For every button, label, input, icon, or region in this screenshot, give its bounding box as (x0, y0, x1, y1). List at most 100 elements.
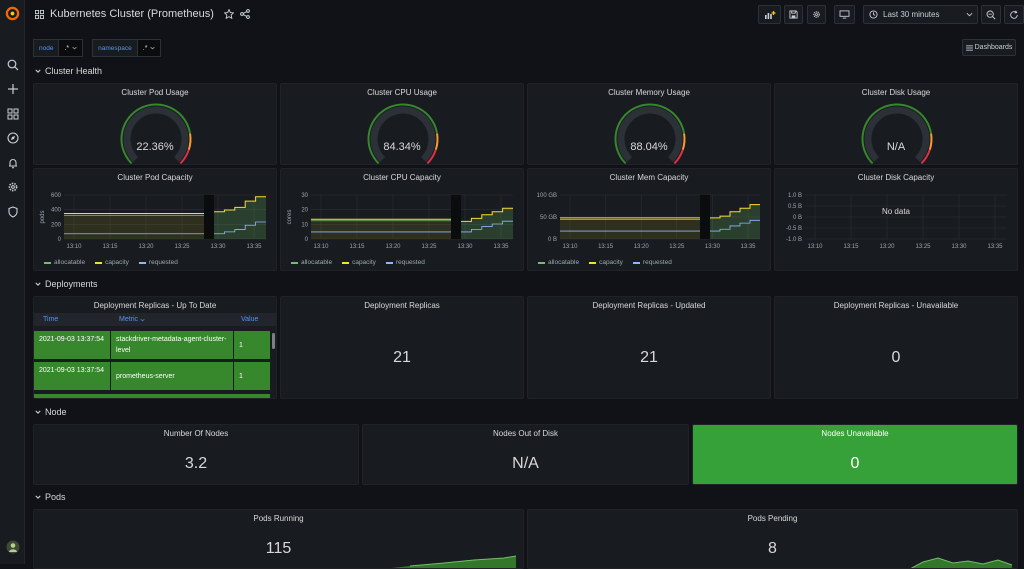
gauge-threshold-orange (928, 133, 933, 150)
no-data-label: No data (881, 207, 911, 216)
panel-cluster-cpu-capacity[interactable]: Cluster CPU Capacity 30 20 10 0 13:10 13:15 13… (280, 168, 524, 271)
y-tick-label: 0 (58, 237, 62, 243)
panel-cluster-disk-capacity[interactable]: Cluster Disk Capacity 1.0 B 0.5 B 0 B -0.5 … (774, 168, 1018, 271)
gauge-threshold-green (861, 103, 933, 164)
refresh-button[interactable] (1004, 5, 1024, 24)
gauge-threshold-red (673, 149, 684, 164)
x-tick-label: 13:25 (421, 244, 437, 250)
panel-deployment-replicas-unavailable[interactable]: Deployment Replicas - Unavailable 0 (774, 296, 1018, 399)
x-tick-label: 13:20 (879, 244, 895, 250)
panel-cluster-pod-capacity[interactable]: Cluster Pod Capacity 600 400 200 0 13:10 13:1… (33, 168, 277, 271)
legend-item-capacity[interactable]: capacity (95, 259, 129, 266)
cell-metric: prometheus-server (111, 362, 233, 390)
page-title[interactable]: Kubernetes Cluster (Prometheus) (50, 8, 214, 20)
panel-cluster-memory-usage[interactable]: Cluster Memory Usage 88.04% (527, 83, 771, 165)
panel-pods-pending[interactable]: Pods Pending 8 (527, 509, 1018, 569)
time-picker-button[interactable]: Last 30 minutes (863, 5, 978, 24)
share-icon[interactable] (239, 9, 250, 19)
cycle-view-mode-button[interactable] (834, 5, 855, 24)
x-tick-label: 13:25 (174, 244, 190, 250)
chart-legend: allocatable capacity requested (44, 259, 178, 266)
panel-cluster-cpu-usage[interactable]: Cluster CPU Usage 84.34% (280, 83, 524, 165)
plus-icon[interactable] (3, 79, 22, 98)
search-icon[interactable] (3, 55, 22, 74)
zoom-out-button[interactable] (981, 5, 1001, 24)
clock-icon (869, 10, 878, 19)
table-row[interactable]: 2021-09-03 13:37:54 stackdriver-metadata… (34, 331, 270, 360)
series-capacity-area (311, 219, 451, 239)
x-tick-label: 13:35 (246, 244, 262, 250)
save-icon (789, 10, 798, 19)
panel-cluster-disk-usage[interactable]: Cluster Disk Usage N/A (774, 83, 1018, 165)
gauge-disk-usage (861, 103, 933, 164)
panel-nodes-out-of-disk[interactable]: Nodes Out of Disk N/A (362, 424, 689, 485)
dashboards-grid-icon[interactable] (3, 104, 22, 123)
gauge-pod-usage (120, 103, 192, 164)
gauge-threshold-green (614, 103, 686, 164)
bell-icon[interactable] (3, 153, 22, 172)
panel-number-of-nodes[interactable]: Number Of Nodes 3.2 (33, 424, 359, 485)
row-title-label: Node (45, 407, 67, 417)
series-allocatable-area (710, 204, 760, 239)
variable-namespace-select[interactable]: .* (137, 39, 162, 57)
y-tick-label: 10 (301, 222, 308, 228)
shield-icon[interactable] (3, 202, 22, 221)
chevron-down-icon (150, 46, 156, 50)
column-header-time[interactable]: Time (43, 316, 59, 323)
gauge-fill (370, 106, 436, 162)
series-requested-line (710, 219, 760, 232)
table-row[interactable]: 2021-09-03 13:37:54 prometheus-server 1 (34, 362, 270, 391)
y-tick-label: 30 (301, 193, 308, 199)
legend-item-requested[interactable]: requested (632, 259, 672, 266)
chevron-down-icon (35, 410, 41, 414)
x-tick-label: 13:35 (740, 244, 756, 250)
panel-deployment-replicas-up-to-date[interactable]: Deployment Replicas - Up To Date Time Me… (33, 296, 277, 399)
legend-item-allocatable[interactable]: allocatable (44, 259, 85, 266)
save-dashboard-button[interactable] (784, 5, 803, 24)
gauge-threshold-red (426, 149, 437, 164)
x-tick-label: 13:15 (349, 244, 365, 250)
panel-pods-running[interactable]: Pods Running 115 (33, 509, 524, 569)
legend-item-allocatable[interactable]: allocatable (291, 259, 332, 266)
gear-icon[interactable] (3, 177, 22, 196)
dashboard-settings-button[interactable] (807, 5, 826, 24)
panel-deployment-replicas[interactable]: Deployment Replicas 21 (280, 296, 524, 399)
gauge-value: 22.36% (136, 141, 174, 153)
gauge-memory-usage (614, 103, 686, 164)
gauge-threshold-orange (187, 133, 192, 150)
column-header-value[interactable]: Value (241, 316, 259, 323)
panel-cluster-mem-capacity[interactable]: Cluster Mem Capacity 100 GB 50 GB 0 B 13:10… (527, 168, 771, 271)
row-deployments[interactable]: Deployments (35, 279, 98, 289)
dashboards-links-button[interactable]: Dashboards (962, 39, 1016, 56)
add-panel-button[interactable] (758, 5, 781, 24)
panel-nodes-unavailable[interactable]: Nodes Unavailable 0 (692, 424, 1018, 485)
legend-item-requested[interactable]: requested (385, 259, 425, 266)
row-node[interactable]: Node (35, 407, 67, 417)
chart-cpu-capacity: 30 20 10 0 13:10 13:15 13:20 13:25 13:30 13:35 cor… (287, 193, 513, 250)
series-capacity-line (461, 207, 513, 222)
column-header-metric[interactable]: Metric (119, 316, 145, 323)
gauge-threshold-green (120, 103, 192, 164)
stat-value: 115 (265, 540, 292, 557)
x-tick-label: 13:20 (385, 244, 401, 250)
legend-item-capacity[interactable]: capacity (589, 259, 623, 266)
table-scrollbar[interactable] (272, 333, 275, 349)
compass-icon[interactable] (3, 128, 22, 147)
sort-chevron-icon (140, 318, 145, 321)
avatar[interactable] (3, 537, 22, 556)
cell-value: 1 (234, 331, 270, 359)
star-icon[interactable] (223, 9, 234, 19)
gear-icon (813, 11, 820, 18)
panel-cluster-pod-usage[interactable]: Cluster Pod Usage 22.36% (33, 83, 277, 165)
legend-item-allocatable[interactable]: allocatable (538, 259, 579, 266)
legend-item-requested[interactable]: requested (138, 259, 178, 266)
panel-deployment-replicas-updated[interactable]: Deployment Replicas - Updated 21 (527, 296, 771, 399)
legend-item-capacity[interactable]: capacity (342, 259, 376, 266)
variable-node-select[interactable]: .* (59, 39, 84, 57)
row-cluster-health[interactable]: Cluster Health (35, 66, 102, 76)
grafana-logo-icon[interactable] (3, 4, 22, 23)
stat-value: 0 (850, 455, 860, 472)
row-pods[interactable]: Pods (35, 492, 66, 502)
chart-pod-capacity: 600 400 200 0 13:10 13:15 13:20 13:25 13:30 13:35… (40, 193, 266, 250)
series-requested-line (461, 220, 513, 233)
